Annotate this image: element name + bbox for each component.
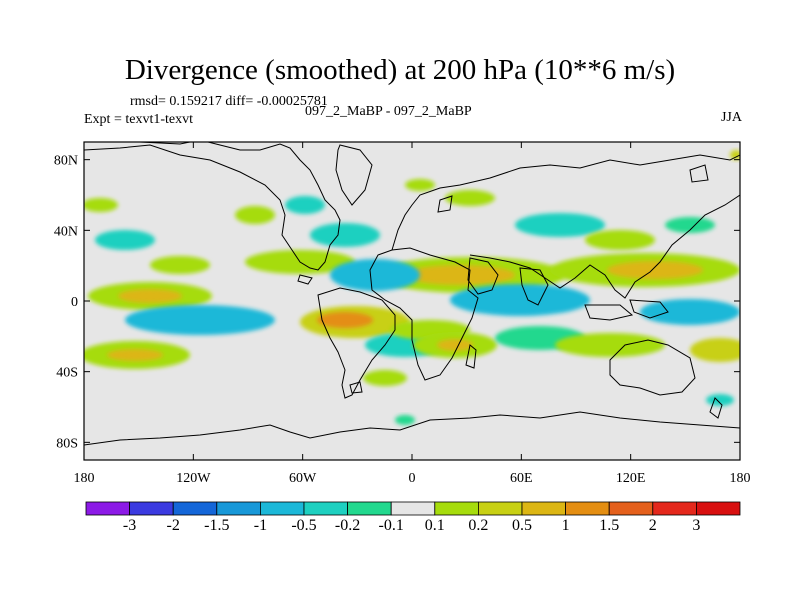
colorbar-swatch [696,501,741,516]
colorbar-swatch [85,501,130,516]
colorbar-swatch [216,501,261,516]
colorbar-swatch [347,501,392,516]
stats-text: rmsd= 0.159217 diff= -0.00025781 [130,94,328,109]
season-label: JJA [720,110,742,125]
colorbar-label: 0.2 [468,517,488,534]
colorbar-swatch [652,501,697,516]
y-tick-label: 80N [54,154,78,169]
colorbar-label: 2 [649,517,657,534]
colorbar-label: -0.5 [291,517,316,534]
colorbar-swatch [129,501,174,516]
colorbar-label: -0.1 [379,517,404,534]
y-axis: 80N 40N 0 40S 80S [54,154,740,451]
colorbar-label: -1.5 [204,517,229,534]
x-tick-label: 120W [176,471,211,486]
colorbar-label: -0.2 [335,517,360,534]
colorbar-swatch [565,501,610,516]
colorbar-label: 0.5 [512,517,532,534]
colorbar-label: 1.5 [599,517,619,534]
colorbar-label: 0.1 [425,517,445,534]
colorbar-swatch [477,501,523,516]
colorbar: -3 -2 -1.5 -1 -0.5 -0.2 -0.1 0.1 0.2 0.5 1 1.5 2 3 [85,501,741,534]
y-tick-label: 80S [56,436,78,451]
x-tick-label: 180 [74,471,95,486]
x-tick-label: 60W [289,471,317,486]
colorbar-label: -3 [123,517,136,534]
x-tick-label: 180 [730,471,751,486]
colorbar-label: 1 [562,517,570,534]
y-tick-label: 40N [54,224,78,239]
experiment-label: Expt = texvt1-texvt [84,112,193,127]
y-tick-label: 0 [71,295,78,310]
colorbar-swatch [303,501,348,516]
colorbar-swatch [390,501,436,516]
coastlines [84,142,740,446]
colorbar-swatch [434,501,479,516]
x-tick-label: 60E [510,471,533,486]
x-tick-label: 0 [409,471,416,486]
x-tick-label: 120E [616,471,646,486]
colorbar-label: -1 [254,517,267,534]
colorbar-swatch [259,501,305,516]
colorbar-swatch [172,501,218,516]
colorbar-swatch [521,501,566,516]
colorbar-label: -2 [167,517,180,534]
colorbar-label: 3 [692,517,700,534]
chart-title: Divergence (smoothed) at 200 hPa (10**6 … [124,54,676,86]
y-tick-label: 40S [56,366,78,381]
x-axis: 180 120W 60W 0 60E 120E 180 [74,142,751,486]
colorbar-swatch [608,501,654,516]
case-label: 097_2_MaBP - 097_2_MaBP [305,104,472,119]
